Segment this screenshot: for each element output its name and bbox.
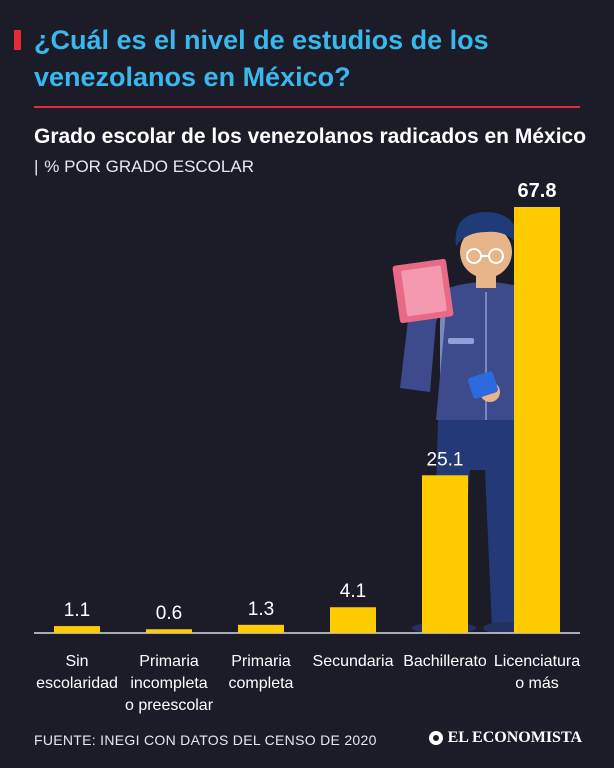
category-label: incompleta: [130, 675, 207, 692]
category-label: Licenciatura: [494, 653, 580, 670]
title-accent-mark: [14, 30, 21, 50]
value-label: 25.1: [427, 449, 464, 470]
bar: [514, 207, 560, 633]
category-label: escolaridad: [36, 675, 118, 692]
category-label: Primaria: [231, 653, 291, 670]
student-hair: [455, 212, 519, 246]
value-label: 1.3: [248, 599, 274, 620]
book-icon: [392, 258, 454, 324]
category-label: Sin: [65, 653, 88, 670]
value-label: 67.8: [518, 180, 557, 202]
category-label: o más: [515, 675, 559, 692]
category-label: completa: [229, 675, 294, 692]
chart-subtitle: Grado escolar de los venezolanos radicad…: [34, 122, 594, 181]
category-label: Secundaria: [313, 653, 394, 670]
bar: [54, 626, 100, 633]
brand-name: EL ECONOMISTA: [447, 729, 582, 746]
category-label: Bachillerato: [403, 653, 487, 670]
bar: [238, 624, 284, 633]
chart-title: Grado escolar de los venezolanos radicad…: [34, 125, 587, 148]
value-label: 1.1: [64, 600, 90, 621]
subtitle-separator: |: [34, 157, 39, 176]
title-divider: [34, 106, 580, 108]
brand-icon: [428, 731, 443, 745]
student-head: [460, 226, 512, 278]
value-label: 0.6: [156, 603, 182, 624]
page-title: ¿Cuál es el nivel de estudios de los ven…: [34, 25, 489, 92]
brand-logo: EL ECONOMISTA: [428, 729, 582, 747]
passport-icon: [468, 371, 498, 399]
bar-series: 1.1 Sin escolaridad 0.6 Primaria incompleta o …: [36, 180, 580, 714]
bar: [330, 607, 376, 633]
source-note: FUENTE: INEGI CON DATOS DEL CENSO DE 202…: [34, 732, 377, 748]
category-label: Primaria: [139, 653, 199, 670]
chart-unit-label: % POR GRADO ESCOLAR: [44, 157, 254, 176]
category-label: o preescolar: [125, 697, 214, 714]
value-label: 4.1: [340, 581, 366, 602]
bar: [422, 475, 468, 633]
bar: [146, 629, 192, 633]
